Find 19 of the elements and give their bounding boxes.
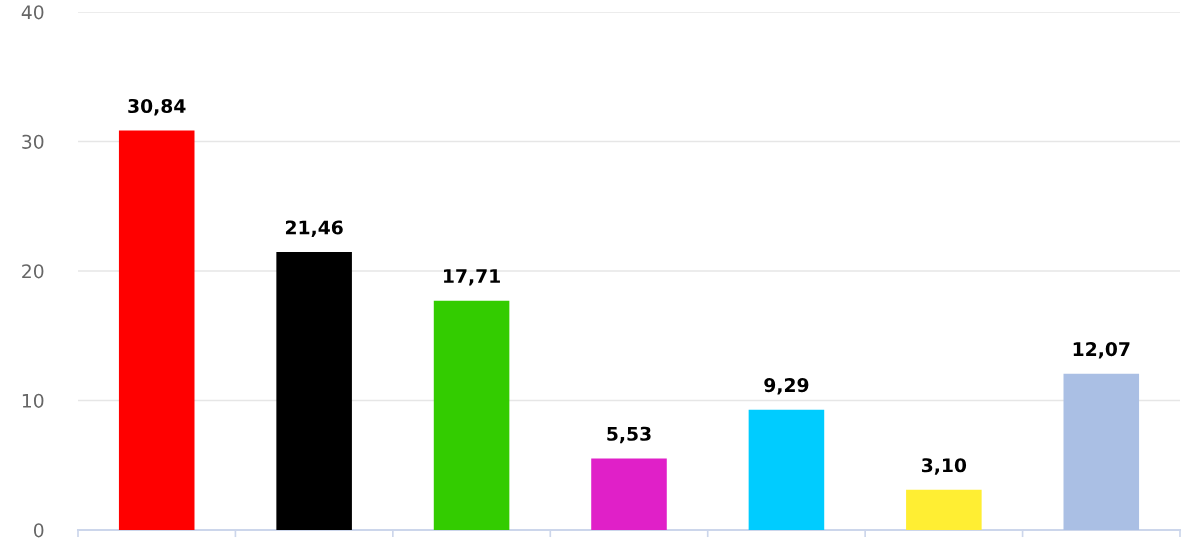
y-tick-label: 30 [22, 134, 44, 149]
data-label: 9,29 [764, 377, 809, 395]
bar [276, 252, 352, 530]
data-label: 12,07 [1073, 341, 1130, 359]
data-label: 30,84 [128, 98, 186, 116]
bar [1063, 373, 1140, 530]
bar [433, 300, 510, 530]
data-label: 21,46 [285, 220, 343, 237]
bar [906, 489, 982, 530]
y-tick-label: 10 [22, 393, 44, 408]
data-label: 3,10 [921, 458, 967, 475]
data-label: 5,53 [607, 426, 651, 444]
data-label: 17,71 [444, 269, 500, 286]
y-tick-label: 40 [21, 5, 44, 20]
y-tick-label: 0 [33, 523, 44, 538]
bar [748, 409, 825, 530]
bar [591, 458, 667, 530]
bar [118, 130, 195, 530]
y-tick-label: 20 [22, 264, 44, 279]
